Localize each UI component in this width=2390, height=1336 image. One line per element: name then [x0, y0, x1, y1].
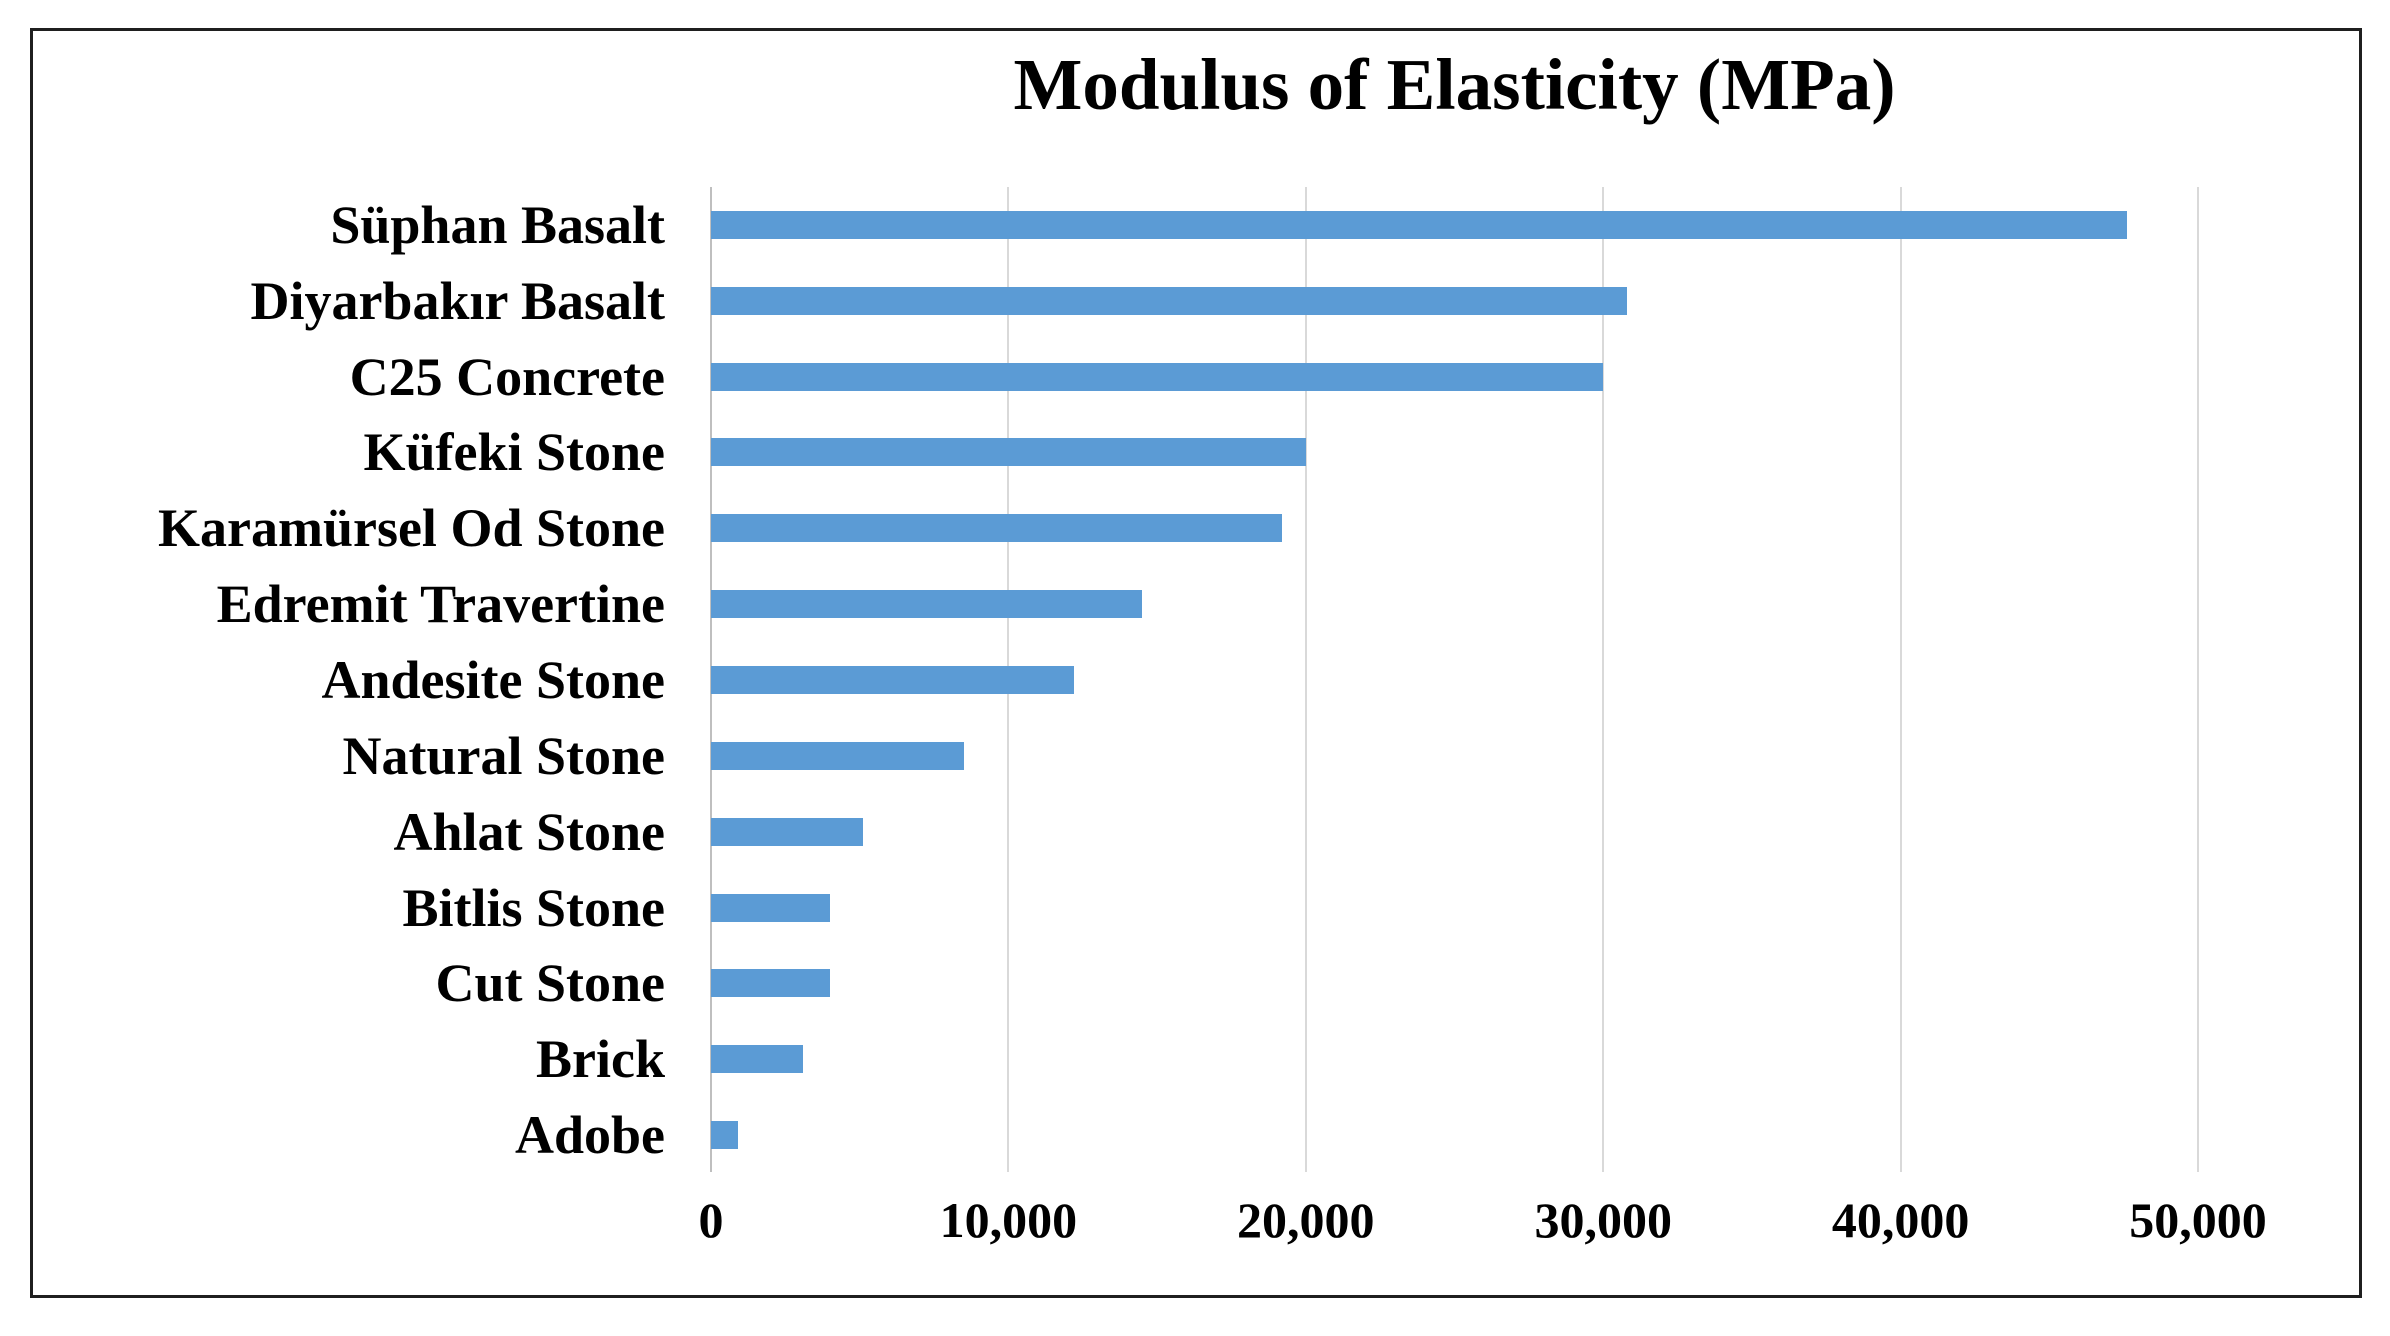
- category-label: Bitlis Stone: [402, 877, 665, 938]
- category-label: Küfeki Stone: [363, 422, 665, 483]
- category-label: Adobe: [514, 1105, 665, 1166]
- gridline: [1899, 187, 1902, 1172]
- figure-border: [30, 28, 2362, 1298]
- category-label: Karamürsel Od Stone: [158, 498, 665, 559]
- bar: [711, 286, 1627, 315]
- category-label: Brick: [536, 1029, 665, 1090]
- category-label: C25 Concrete: [349, 346, 665, 407]
- chart-title: Modulus of Elasticity (MPa): [1013, 44, 1896, 125]
- bar: [711, 666, 1074, 694]
- bar: [711, 590, 1143, 619]
- x-tick-label: 0: [698, 1192, 724, 1248]
- bar: [711, 741, 964, 770]
- gridline: [1304, 187, 1307, 1172]
- gridline: [2197, 187, 2199, 1172]
- bar: [711, 893, 830, 922]
- gridline: [1602, 187, 1605, 1172]
- category-label: Diyarbakır Basalt: [250, 270, 665, 331]
- bar: [711, 210, 2127, 239]
- x-tick-label: 40,000: [1831, 1192, 1970, 1248]
- bar: [711, 1045, 804, 1074]
- x-tick-label: 20,000: [1237, 1192, 1375, 1248]
- category-label: Andesite Stone: [321, 650, 665, 710]
- category-label: Cut Stone: [435, 953, 665, 1014]
- bar: [711, 817, 863, 846]
- bar: [711, 514, 1282, 543]
- bar: [711, 969, 830, 998]
- x-tick-label: 50,000: [2129, 1192, 2267, 1248]
- category-label: Süphan Basalt: [330, 194, 665, 255]
- bar: [711, 1121, 738, 1150]
- x-tick-label: 30,000: [1534, 1192, 1672, 1248]
- category-label: Ahlat Stone: [393, 801, 665, 862]
- bar: [711, 438, 1306, 467]
- category-label: Natural Stone: [342, 725, 666, 786]
- bar: [711, 362, 1604, 391]
- category-label: Edremit Travertine: [216, 574, 665, 635]
- x-tick-label: 10,000: [939, 1192, 1078, 1248]
